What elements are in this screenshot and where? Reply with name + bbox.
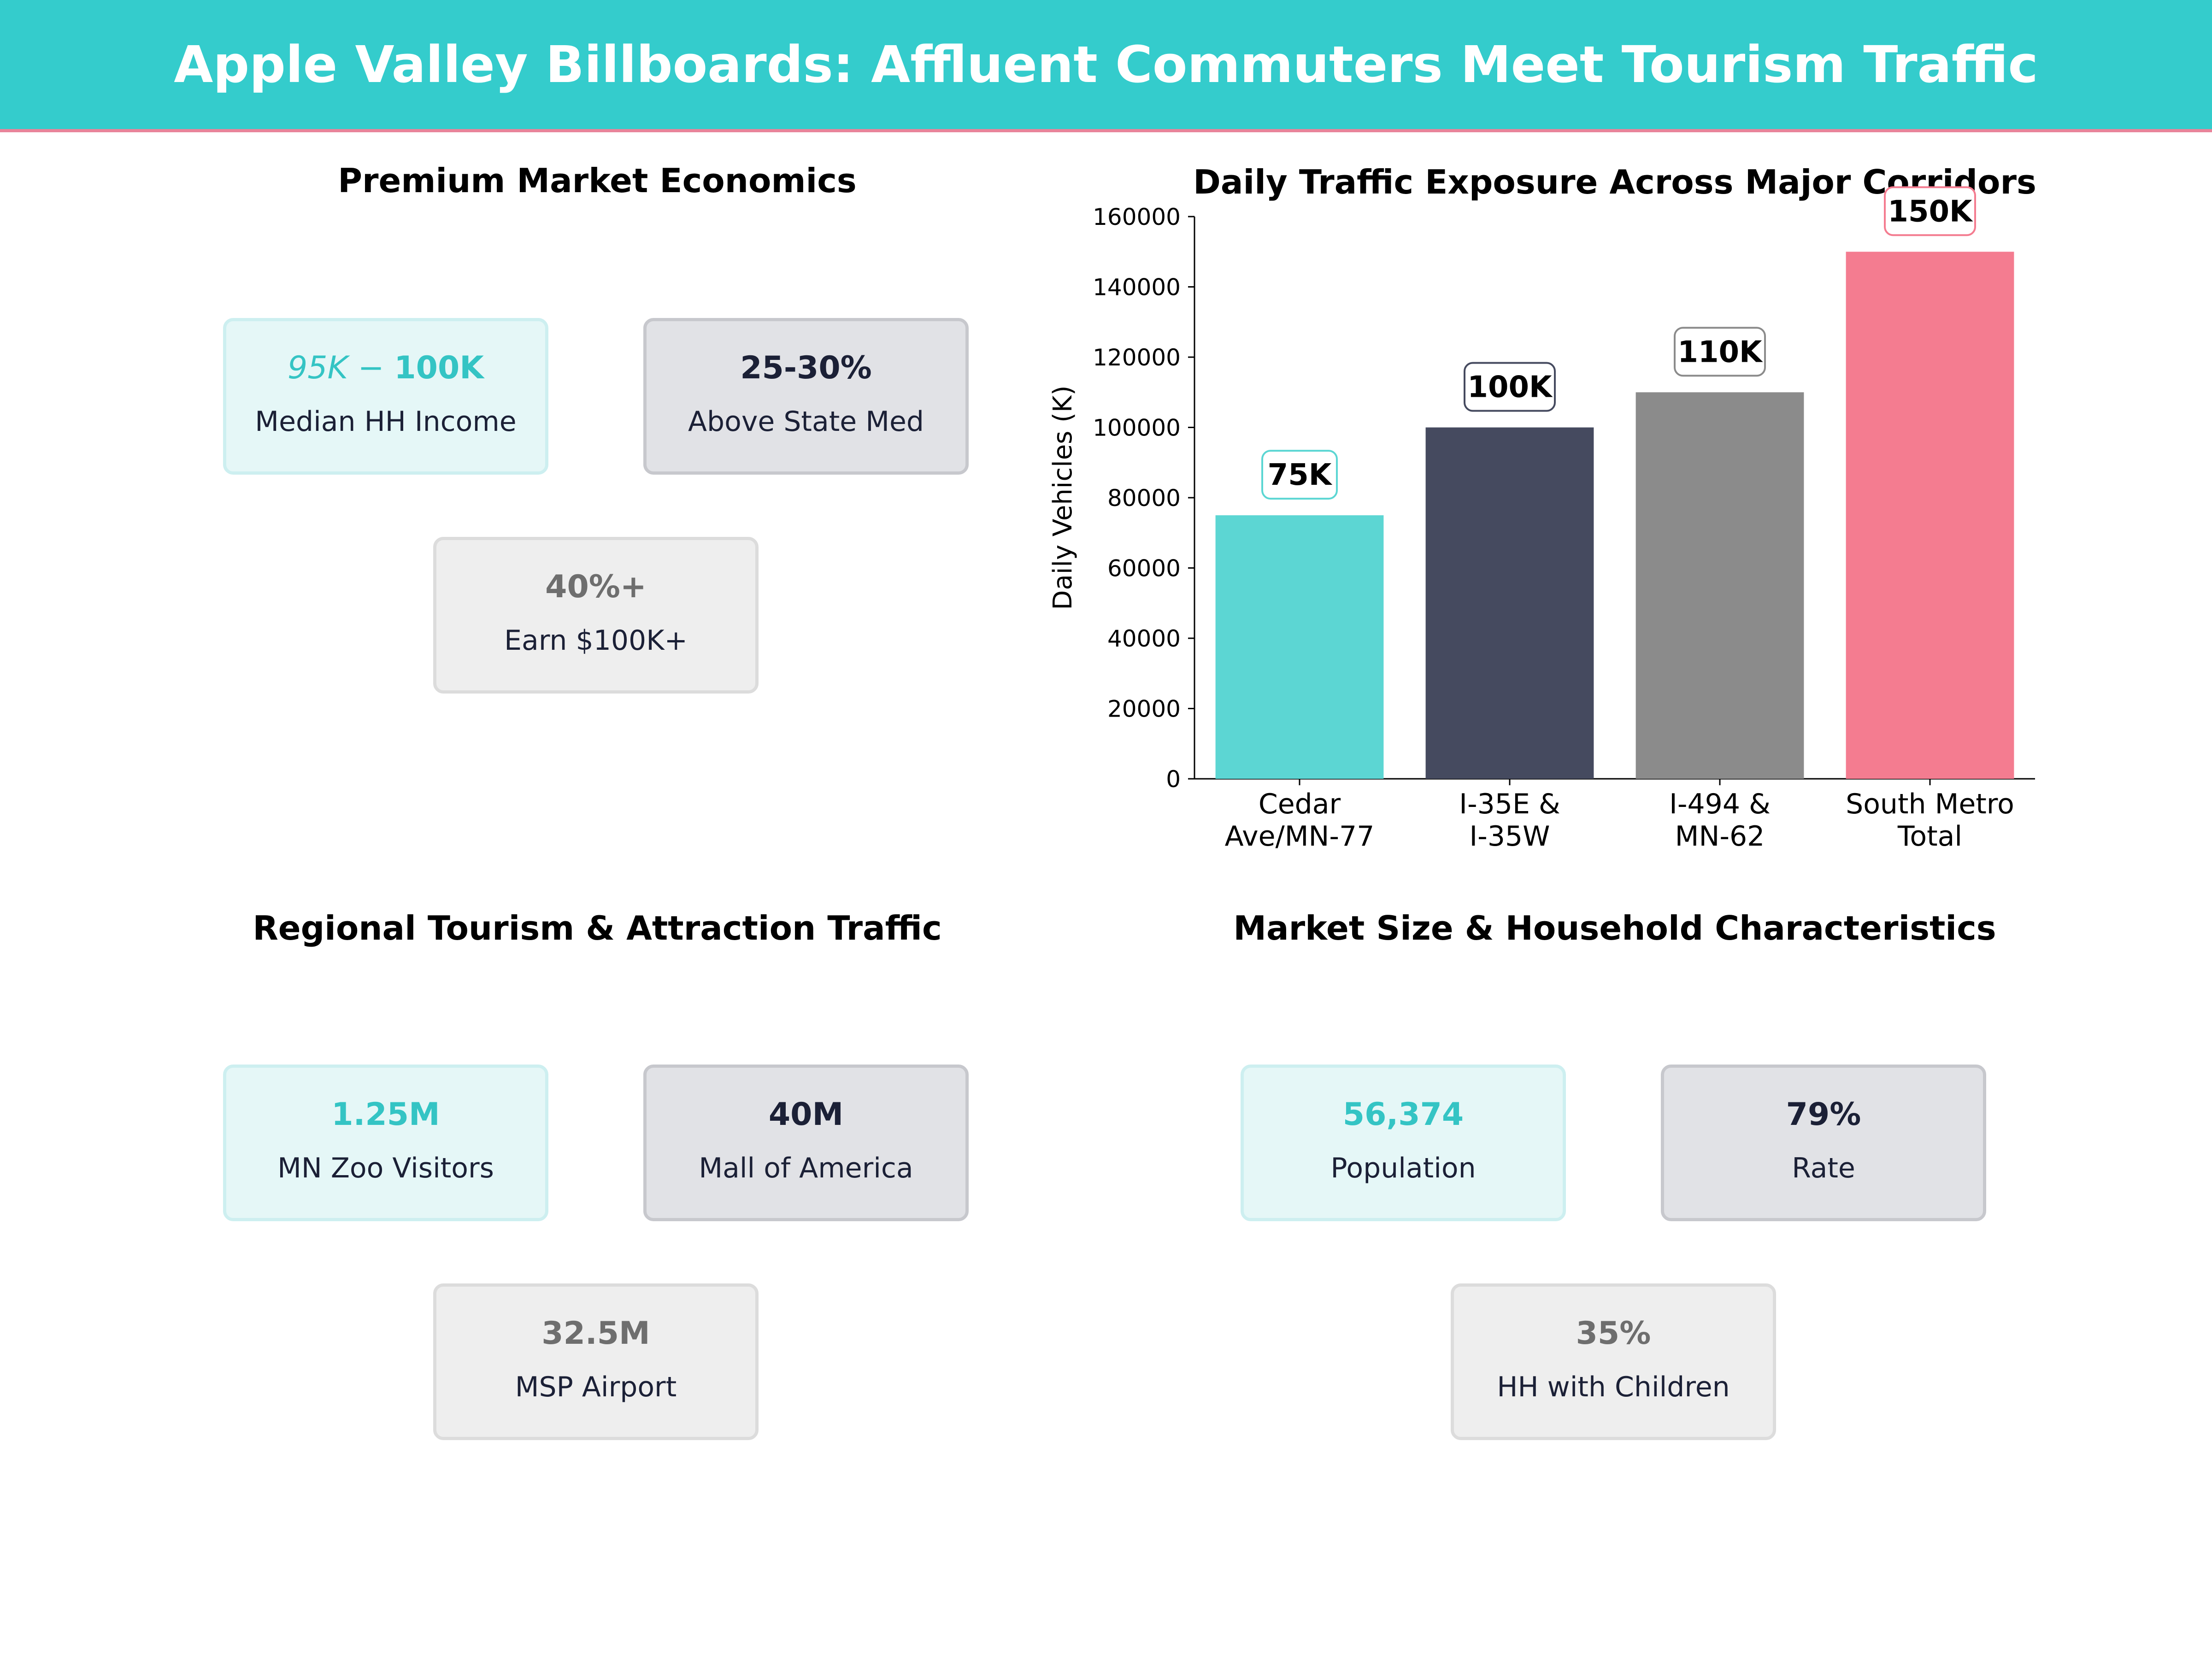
y-tick-label: 0 xyxy=(1166,766,1181,793)
tourism-panel-title: Regional Tourism & Attraction Traffic xyxy=(253,909,942,947)
x-tick-label: Total xyxy=(1897,820,1962,853)
zoo-visitors-value: 1.25M xyxy=(331,1096,440,1133)
hh-children-value: 35% xyxy=(1576,1315,1651,1352)
economics-panel-title: Premium Market Economics xyxy=(338,161,857,200)
bar-3 xyxy=(1846,252,2014,779)
above-state-card: 25-30% Above State Med xyxy=(643,318,969,475)
rate-label: Rate xyxy=(1792,1152,1855,1184)
median-income-label: Median HH Income xyxy=(255,406,517,438)
x-tick-label: I-35W xyxy=(1469,820,1550,853)
median-income-card: 95K − 100K Median HH Income xyxy=(223,318,548,475)
bar-1 xyxy=(1425,427,1594,779)
earn-100k-label: Earn $100K+ xyxy=(504,624,688,657)
population-label: Population xyxy=(1330,1152,1476,1184)
page-title: Apple Valley Billboards: Affluent Commut… xyxy=(174,35,2038,94)
data-label: 110K xyxy=(1677,335,1763,369)
msp-airport-label: MSP Airport xyxy=(515,1371,677,1403)
y-tick-label: 20000 xyxy=(1107,696,1181,723)
population-value: 56,374 xyxy=(1342,1096,1464,1133)
msp-airport-card: 32.5M MSP Airport xyxy=(433,1283,759,1440)
x-tick-label: Ave/MN-77 xyxy=(1225,820,1375,853)
earn-100k-card: 40%+ Earn $100K+ xyxy=(433,537,759,694)
x-tick-label: MN-62 xyxy=(1675,820,1765,853)
y-tick-label: 80000 xyxy=(1107,485,1181,512)
bar-0 xyxy=(1215,515,1384,779)
data-label-box xyxy=(1464,362,1556,412)
header-banner: Apple Valley Billboards: Affluent Commut… xyxy=(0,0,2212,132)
data-label-box xyxy=(1884,186,1976,236)
x-tick-label: I-35E & xyxy=(1459,788,1560,820)
mall-of-america-value: 40M xyxy=(768,1096,844,1133)
data-label: 150K xyxy=(1888,194,1973,229)
y-tick-label: 140000 xyxy=(1093,274,1181,301)
above-state-label: Above State Med xyxy=(688,406,924,438)
data-label: 100K xyxy=(1467,371,1553,405)
population-card: 56,374 Population xyxy=(1241,1065,1566,1221)
above-state-value: 25-30% xyxy=(740,350,872,386)
mall-of-america-label: Mall of America xyxy=(699,1152,913,1184)
y-tick-label: 100000 xyxy=(1093,415,1181,441)
rate-card: 79% Rate xyxy=(1661,1065,1986,1221)
rate-value: 79% xyxy=(1786,1096,1861,1133)
zoo-visitors-card: 1.25M MN Zoo Visitors xyxy=(223,1065,548,1221)
zoo-visitors-label: MN Zoo Visitors xyxy=(277,1152,494,1184)
x-tick-label: I-494 & xyxy=(1669,788,1771,820)
y-tick-label: 120000 xyxy=(1093,344,1181,371)
market-panel-title: Market Size & Household Characteristics xyxy=(1233,909,1996,947)
y-axis-title: Daily Vehicles (K) xyxy=(1048,385,1078,610)
bar-2 xyxy=(1635,392,1804,779)
data-label: 75K xyxy=(1268,458,1333,492)
median-income-value: 95K − 100K xyxy=(288,350,484,386)
msp-airport-value: 32.5M xyxy=(541,1315,650,1352)
y-tick-label: 40000 xyxy=(1107,625,1181,652)
hh-children-card: 35% HH with Children xyxy=(1451,1283,1776,1440)
x-tick-label: Cedar xyxy=(1259,788,1341,820)
earn-100k-value: 40%+ xyxy=(545,569,647,605)
y-tick-label: 160000 xyxy=(1093,204,1181,230)
x-tick-label: South Metro xyxy=(1846,788,2014,820)
data-label-box xyxy=(1261,450,1338,500)
y-tick-label: 60000 xyxy=(1107,555,1181,582)
hh-children-label: HH with Children xyxy=(1497,1371,1730,1403)
data-label-box xyxy=(1674,327,1766,377)
mall-of-america-card: 40M Mall of America xyxy=(643,1065,969,1221)
